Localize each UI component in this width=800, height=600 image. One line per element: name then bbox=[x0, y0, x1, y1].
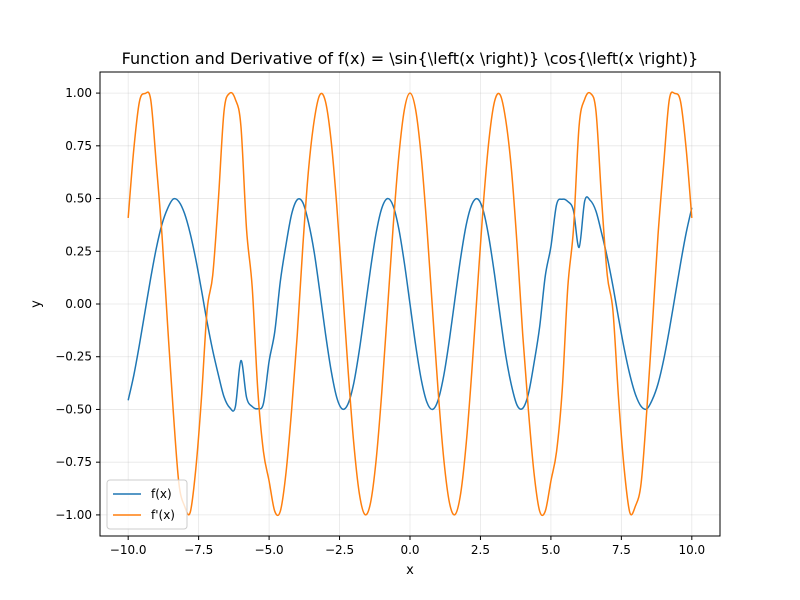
chart-title: Function and Derivative of f(x) = \sin{\… bbox=[122, 49, 699, 68]
x-tick-label: 0.0 bbox=[400, 543, 419, 557]
legend: f(x) f'(x) bbox=[106, 479, 188, 530]
y-axis-label: y bbox=[29, 300, 44, 308]
y-tick-label: −0.25 bbox=[55, 350, 92, 364]
legend-label-2: f'(x) bbox=[151, 508, 175, 522]
legend-box bbox=[106, 479, 188, 530]
y-tick-label: 0.75 bbox=[65, 139, 92, 153]
y-tick-label: −0.50 bbox=[55, 402, 92, 416]
y-tick-label: 0.00 bbox=[65, 297, 92, 311]
axis-ticks: −10.0 −7.5 −5.0 −2.5 0.0 2.5 5.0 7.5 10.0 −1.00 −0… bbox=[55, 86, 705, 557]
x-tick-label: 10.0 bbox=[678, 543, 705, 557]
y-tick-label: −0.75 bbox=[55, 455, 92, 469]
x-tick-label: 2.5 bbox=[471, 543, 490, 557]
legend-label-1: f(x) bbox=[151, 487, 172, 501]
x-tick-label: 7.5 bbox=[612, 543, 631, 557]
series-line-1 bbox=[127, 196, 693, 412]
y-tick-label: 0.50 bbox=[65, 192, 92, 206]
x-tick-label: 5.0 bbox=[541, 543, 560, 557]
series-line-2 bbox=[127, 91, 693, 517]
x-tick-label: −2.5 bbox=[325, 543, 354, 557]
y-tick-label: −1.00 bbox=[55, 508, 92, 522]
x-tick-label: −7.5 bbox=[184, 543, 213, 557]
y-tick-label: 0.25 bbox=[65, 244, 92, 258]
x-tick-label: −10.0 bbox=[110, 543, 147, 557]
x-tick-label: −5.0 bbox=[255, 543, 284, 557]
y-tick-label: 1.00 bbox=[65, 86, 92, 100]
x-axis-label: x bbox=[406, 563, 414, 578]
plot-series bbox=[127, 91, 693, 517]
